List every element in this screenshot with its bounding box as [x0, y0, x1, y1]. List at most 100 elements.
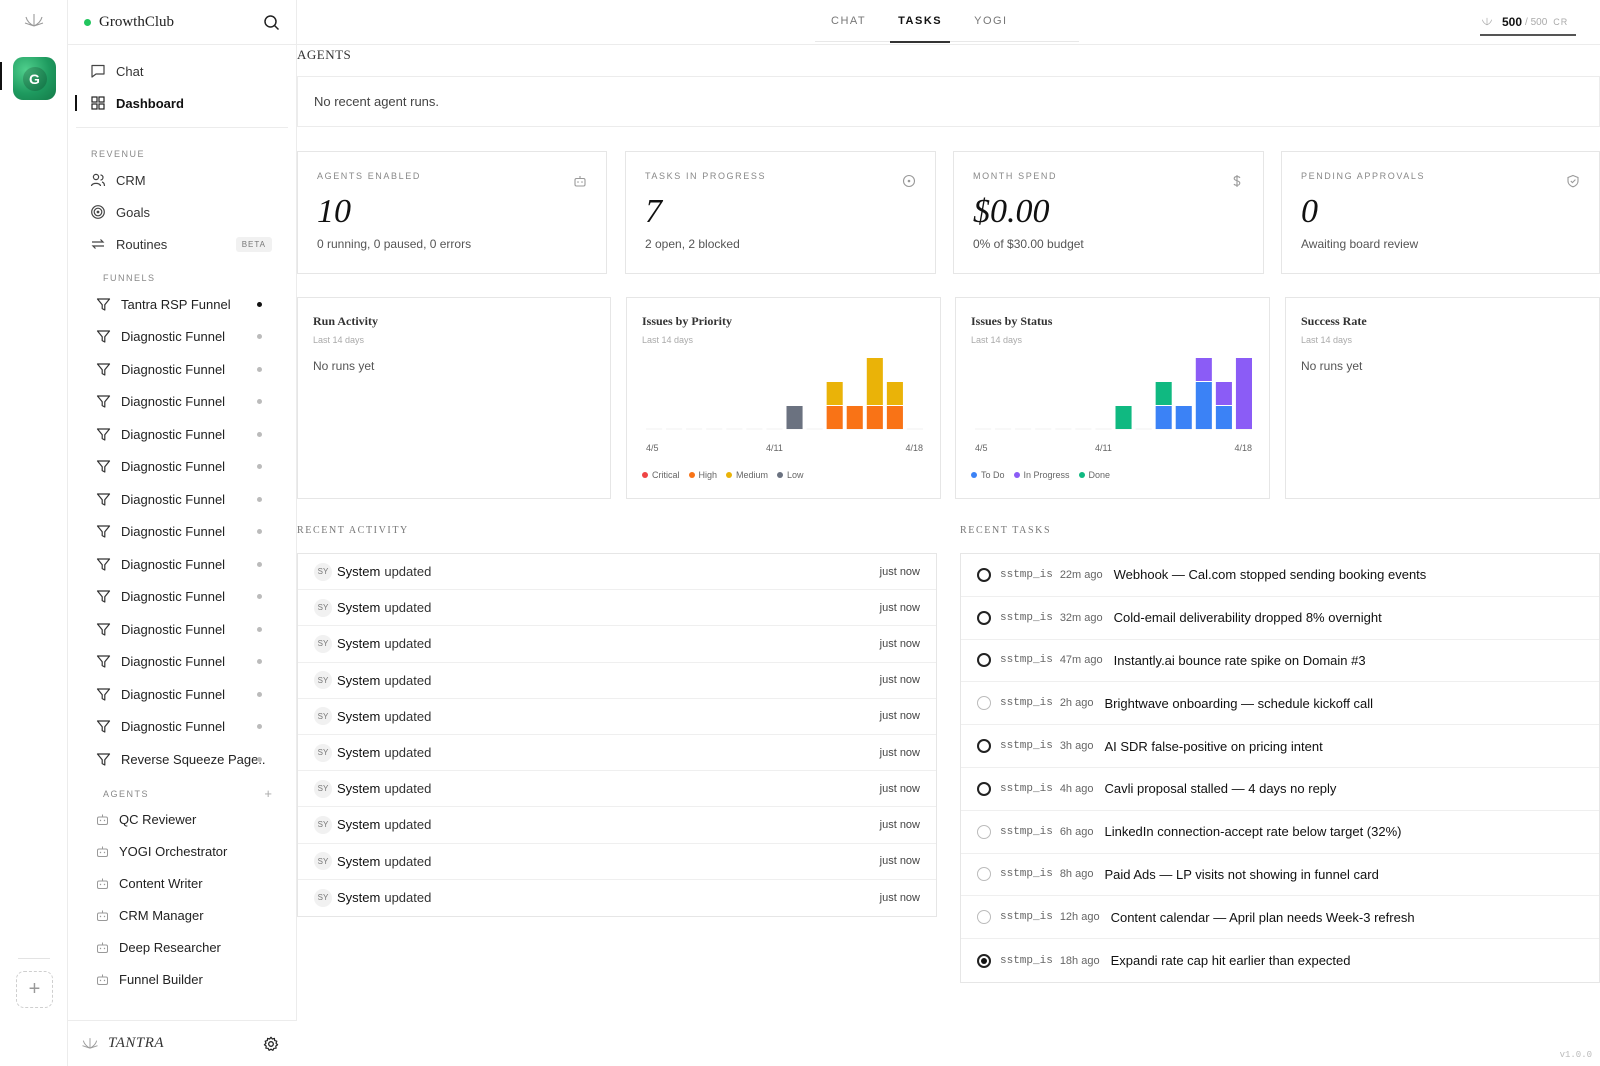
task-row[interactable]: sstmp_is 32m ago Cold-email deliverability… [961, 597, 1599, 640]
task-status-icon[interactable] [977, 953, 991, 968]
stat-card-agents-enabled[interactable]: AGENTS ENABLED 10 0 running, 0 paused, 0… [297, 151, 607, 274]
task-row[interactable]: sstmp_is 4h ago Cavli proposal stalled — 4… [961, 768, 1599, 811]
tantra-logo-icon[interactable] [22, 12, 46, 30]
task-row[interactable]: sstmp_is 6h ago LinkedIn connection-accept… [961, 811, 1599, 854]
chart-bar-medium[interactable] [866, 358, 883, 405]
task-row[interactable]: sstmp_is 3h ago AI SDR false-positive on p… [961, 725, 1599, 768]
task-id: sstmp_is [1000, 911, 1053, 924]
org-name[interactable]: GrowthClub [99, 13, 174, 30]
task-age: 47m ago [1059, 654, 1103, 667]
nav-item-label: Chat [116, 63, 144, 79]
activity-row[interactable]: SY System updated just now [298, 554, 936, 591]
task-row[interactable]: sstmp_is 12h ago Content calendar — April … [961, 896, 1599, 940]
chart-bar-in-progress[interactable] [1195, 358, 1212, 381]
nav-item-chat[interactable]: Chat [76, 55, 288, 87]
funnel-item[interactable]: Diagnostic Funnel [76, 321, 288, 354]
stat-value: 0 [1301, 193, 1318, 230]
funnel-item[interactable]: Diagnostic Funnel [76, 516, 288, 549]
nav-item-crm[interactable]: CRM [76, 164, 288, 196]
funnel-item[interactable]: Diagnostic Funnel [76, 353, 288, 386]
task-status-icon[interactable] [977, 867, 991, 882]
task-status-icon[interactable] [977, 610, 991, 625]
activity-row[interactable]: SY System updated just now [298, 771, 936, 808]
tab-yogi[interactable]: YOGI [974, 15, 1008, 27]
activity-row[interactable]: SY System updated just now [298, 699, 936, 735]
activity-row[interactable]: SY System updated just now [298, 626, 936, 663]
funnel-icon [96, 363, 111, 376]
task-row[interactable]: sstmp_is 22m ago Webhook — Cal.com stopped… [961, 554, 1599, 597]
agent-item[interactable]: QC Reviewer [76, 804, 288, 836]
chart-bar-to-do[interactable] [1155, 406, 1172, 429]
task-status-icon[interactable] [977, 910, 991, 925]
task-row[interactable]: sstmp_is 47m ago Instantly.ai bounce rate … [961, 640, 1599, 683]
chart-bar-in-progress[interactable] [1215, 382, 1232, 405]
chart-bar-high[interactable] [866, 406, 883, 429]
activity-row[interactable]: SY System updated just now [298, 880, 936, 916]
funnel-item[interactable]: Diagnostic Funnel [76, 483, 288, 516]
actor-avatar: SY [314, 779, 332, 798]
gear-icon[interactable] [263, 1036, 279, 1052]
nav-item-goals[interactable]: Goals [76, 196, 288, 228]
task-status-icon[interactable] [977, 653, 991, 668]
task-row[interactable]: sstmp_is 2h ago Brightwave onboarding — sc… [961, 682, 1599, 726]
agent-item[interactable]: Deep Researcher [76, 932, 288, 964]
panel-title: Issues by Status [971, 314, 1053, 328]
chart-bar-low[interactable] [786, 406, 803, 429]
add-workspace-button[interactable]: + [16, 971, 53, 1008]
activity-row[interactable]: SY System updated just now [298, 807, 936, 844]
task-row[interactable]: sstmp_is 8h ago Paid Ads — LP visits not s… [961, 854, 1599, 897]
activity-row[interactable]: SY System updated just now [298, 663, 936, 699]
task-status-icon[interactable] [977, 781, 991, 796]
funnel-item[interactable]: Tantra RSP Funnel [76, 288, 288, 321]
nav-item-routines[interactable]: Routines BETA [76, 228, 288, 260]
activity-row[interactable]: SY System updated just now [298, 590, 936, 627]
funnel-item[interactable]: Diagnostic Funnel [76, 386, 288, 419]
activity-row[interactable]: SY System updated just now [298, 735, 936, 772]
task-status-icon[interactable] [977, 824, 991, 839]
agent-item[interactable]: YOGI Orchestrator [76, 836, 288, 868]
funnel-item[interactable]: Diagnostic Funnel [76, 581, 288, 614]
chart-bar-in-progress[interactable] [1235, 358, 1252, 429]
nav-item-dashboard[interactable]: Dashboard [75, 87, 288, 119]
add-agent-button[interactable]: + [264, 786, 272, 801]
task-status-icon[interactable] [977, 696, 991, 711]
search-icon[interactable] [263, 14, 280, 31]
chart-bar-done[interactable] [1155, 382, 1172, 405]
agent-item[interactable]: CRM Manager [76, 900, 288, 932]
funnel-item[interactable]: Diagnostic Funnel [76, 711, 288, 744]
credits-meter[interactable]: 500 / 500 CR [1480, 12, 1576, 36]
chart-bar-medium[interactable] [886, 382, 903, 405]
chart-bar-to-do[interactable] [1175, 406, 1192, 429]
task-row[interactable]: sstmp_is 18h ago Expandi rate cap hit earl… [961, 939, 1599, 982]
agent-item[interactable]: Funnel Builder [76, 964, 288, 996]
funnel-list: Tantra RSP Funnel Diagnostic Funnel Diagno… [68, 288, 296, 776]
agents-section-title: AGENTS + [68, 786, 296, 802]
recent-activity-title: RECENT ACTIVITY [297, 525, 409, 536]
chart-bar-to-do[interactable] [1215, 406, 1232, 429]
stat-card-month-spend[interactable]: MONTH SPEND $0.00 0% of $30.00 budget [953, 151, 1264, 274]
stat-card-pending-approvals[interactable]: PENDING APPROVALS 0 Awaiting board revie… [1281, 151, 1600, 274]
chart-bar-done[interactable] [1115, 406, 1132, 429]
workspace-avatar[interactable]: G [13, 57, 56, 100]
funnel-item[interactable]: Diagnostic Funnel [76, 613, 288, 646]
funnel-item[interactable]: Diagnostic Funnel [76, 548, 288, 581]
tab-tasks[interactable]: TASKS [882, 0, 958, 43]
chart-bar-to-do[interactable] [1195, 382, 1212, 429]
tab-chat[interactable]: CHAT [831, 15, 867, 27]
stat-card-tasks-in-progress[interactable]: TASKS IN PROGRESS 7 2 open, 2 blocked [625, 151, 936, 274]
chart-bar-high[interactable] [826, 406, 843, 429]
funnel-item[interactable]: Diagnostic Funnel [76, 418, 288, 451]
task-status-icon[interactable] [977, 567, 991, 582]
activity-row[interactable]: SY System updated just now [298, 844, 936, 880]
agent-item[interactable]: Content Writer [76, 868, 288, 900]
task-status-icon[interactable] [977, 739, 991, 754]
funnel-item[interactable]: Reverse Squeeze Page... [76, 743, 288, 776]
chart-bar-medium[interactable] [826, 382, 843, 405]
chart-bar-high[interactable] [886, 406, 903, 429]
funnel-item[interactable]: Diagnostic Funnel [76, 678, 288, 711]
activity-action: updated [384, 564, 432, 580]
funnel-item[interactable]: Diagnostic Funnel [76, 646, 288, 679]
funnel-icon [96, 655, 111, 668]
funnel-item[interactable]: Diagnostic Funnel [76, 451, 288, 484]
chart-bar-high[interactable] [846, 406, 863, 429]
